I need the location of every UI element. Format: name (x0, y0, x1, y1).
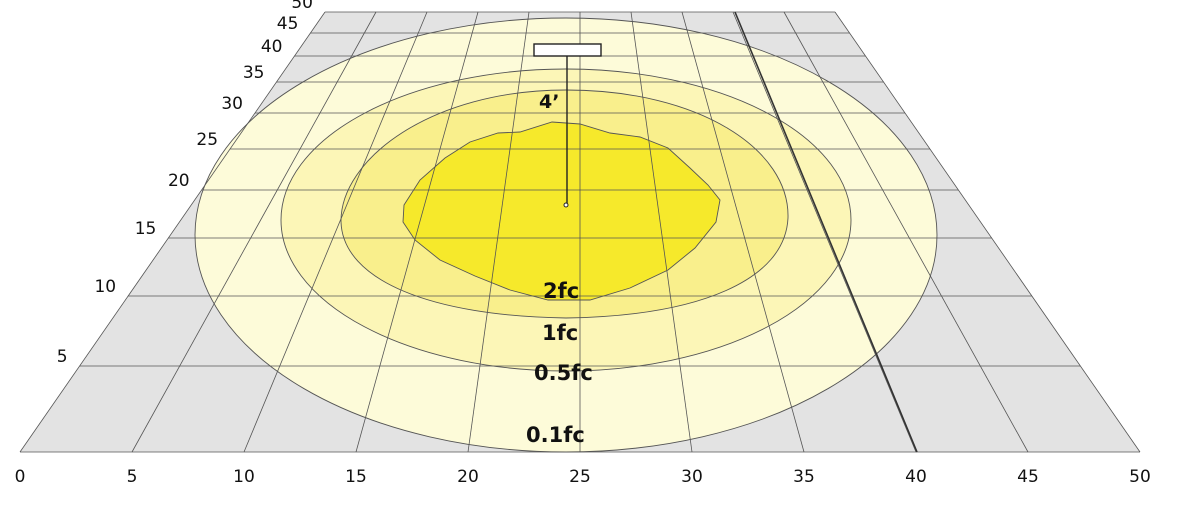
grid-line-x (467, 11, 530, 453)
fixture-icon (533, 43, 602, 57)
x-tick-label: 0 (15, 467, 26, 487)
grid-line-x (19, 11, 326, 453)
contour-label-0-1fc: 0.1fc (526, 423, 585, 447)
contour-label-0-5fc: 0.5fc (534, 361, 593, 385)
x-tick-label: 50 (1129, 467, 1151, 487)
x-tick-label: 35 (793, 467, 815, 487)
x-axis-ticks: 0 5 10 15 20 25 30 35 40 45 50 (15, 467, 1151, 487)
grid-line-x (732, 11, 917, 453)
contour-label-2fc: 2fc (543, 279, 579, 303)
grid-line-x (131, 11, 377, 453)
grid-line-x (681, 11, 805, 453)
x-tick-label: 45 (1017, 467, 1039, 487)
y-tick-label: 30 (221, 94, 243, 114)
fixture-aim-point (563, 202, 569, 208)
x-tick-label: 10 (233, 467, 255, 487)
y-tick-label: 40 (261, 37, 283, 57)
grid-line-x (783, 11, 1029, 453)
floor-grid (19, 11, 1141, 453)
x-tick-label: 30 (681, 467, 703, 487)
contour-2fc (402, 121, 721, 301)
grid-line-x (243, 11, 428, 453)
y-tick-label: 25 (196, 130, 218, 150)
x-tick-label: 5 (127, 467, 138, 487)
y-tick-label: 5 (57, 347, 68, 367)
x-tick-label: 15 (345, 467, 367, 487)
x-tick-label: 25 (569, 467, 591, 487)
contour-label-1fc: 1fc (542, 321, 578, 345)
y-tick-label: 20 (168, 171, 190, 191)
x-tick-label: 40 (905, 467, 927, 487)
mounting-height-label: 4’ (539, 91, 559, 113)
boundary-line (734, 11, 918, 453)
y-tick-label: 45 (277, 14, 299, 34)
grid-line-x (355, 11, 479, 453)
grid-line-x (630, 11, 693, 453)
y-tick-label: 50 (291, 0, 313, 13)
x-tick-label: 20 (457, 467, 479, 487)
y-tick-label: 35 (243, 63, 265, 83)
y-tick-label: 10 (94, 277, 116, 297)
y-tick-label: 15 (135, 219, 157, 239)
grid-line-x (834, 11, 1141, 453)
